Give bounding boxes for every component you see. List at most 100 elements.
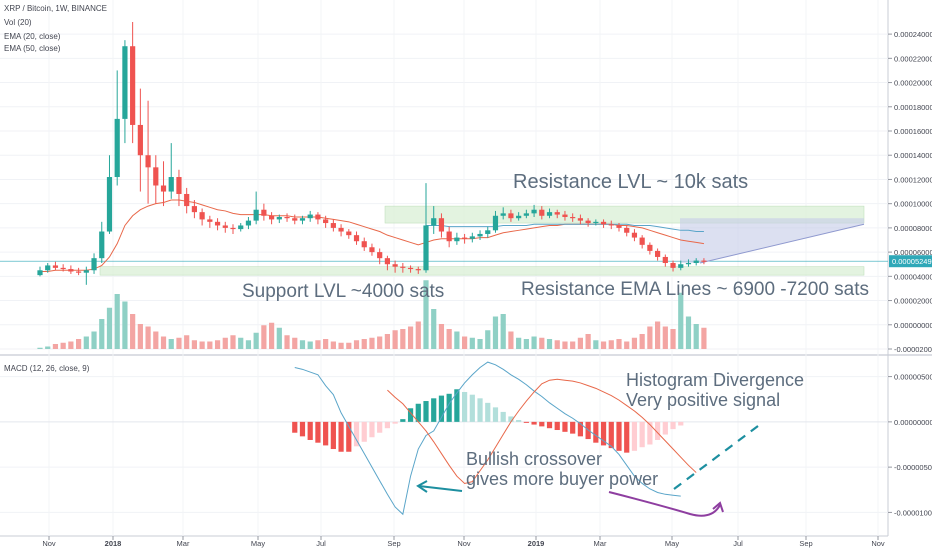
- candle-body: [508, 213, 514, 219]
- candle-body: [122, 46, 128, 119]
- candle-body: [346, 231, 352, 236]
- volume-bar: [153, 331, 159, 349]
- volume-bar: [485, 330, 491, 349]
- signal-line: [387, 378, 697, 484]
- volume-bar: [52, 344, 59, 349]
- candle-body: [415, 269, 421, 271]
- volume-bar: [423, 280, 429, 349]
- candle-body: [570, 216, 576, 219]
- volume-bar: [184, 335, 190, 349]
- candle-body: [37, 270, 43, 276]
- macd-axis-tick-label: 0.00000500: [894, 373, 932, 382]
- candle-body: [469, 236, 475, 239]
- volume-bar: [415, 321, 421, 349]
- macd-histogram-bar: [539, 421, 545, 427]
- candle-body: [423, 225, 429, 271]
- volume-bar: [678, 292, 684, 349]
- volume-bar: [261, 325, 267, 349]
- candle-body: [245, 220, 252, 226]
- time-axis-tick-label: May: [251, 539, 265, 548]
- macd-histogram-bar: [377, 421, 383, 433]
- macd-histogram-bar: [415, 403, 421, 422]
- candle-body: [670, 263, 676, 268]
- macd-histogram-bar: [639, 421, 645, 448]
- volume-bar: [462, 336, 468, 349]
- volume-bar: [307, 341, 313, 349]
- candle-body: [353, 235, 360, 242]
- volume-bar: [137, 324, 143, 349]
- volume-bar: [701, 327, 707, 349]
- candle-body: [662, 256, 668, 264]
- candle-body: [299, 218, 306, 221]
- candle-body: [577, 218, 583, 221]
- macd-histogram-bar: [608, 421, 614, 449]
- time-axis-tick-label: Mar: [177, 539, 190, 548]
- macd-histogram-bar: [353, 421, 360, 447]
- time-axis-tick-label: May: [665, 539, 679, 548]
- macd-histogram-bar: [631, 421, 638, 451]
- price-axis-tick-label: 0.00022000: [894, 54, 932, 63]
- candle-body: [477, 233, 483, 237]
- candle-body: [52, 265, 59, 268]
- candle-body: [60, 267, 66, 270]
- macd-histogram-bar: [593, 421, 599, 443]
- volume-bar: [207, 341, 213, 349]
- candle-body: [323, 219, 329, 224]
- volume-bar: [214, 340, 221, 349]
- macd-histogram-bar: [655, 421, 661, 440]
- volume-bar: [269, 322, 275, 349]
- volume-bar: [577, 337, 583, 349]
- volume-bar: [230, 335, 236, 349]
- candle-body: [207, 219, 213, 222]
- volume-bar: [585, 334, 591, 349]
- projection-trendline: [699, 223, 865, 264]
- macd-histogram-bar: [670, 421, 676, 430]
- candle-body: [230, 227, 236, 230]
- volume-bar: [477, 339, 483, 349]
- volume-bar: [431, 309, 437, 349]
- macd-histogram-bar: [678, 421, 684, 426]
- candle-body: [523, 213, 529, 216]
- volume-bar: [292, 337, 298, 349]
- volume-bar: [346, 342, 352, 349]
- candle-body: [176, 177, 182, 194]
- volume-bar: [400, 329, 406, 349]
- candle-body: [384, 258, 390, 265]
- candle-body: [492, 215, 499, 231]
- candle-body: [701, 260, 707, 262]
- macd-histogram-bar: [647, 421, 653, 445]
- volume-bar: [693, 324, 699, 349]
- divergence-arrow-head: [712, 501, 724, 513]
- candle-body: [624, 227, 630, 233]
- macd-histogram-bar: [307, 421, 313, 440]
- bullish-arrow-shaft: [418, 485, 463, 492]
- candle-body: [315, 214, 321, 220]
- volume-bar: [655, 321, 661, 349]
- volume-bar: [114, 294, 120, 349]
- volume-bar: [315, 340, 321, 349]
- volume-bar: [323, 339, 329, 349]
- time-axis-tick-label: Sep: [799, 539, 812, 548]
- volume-bar: [361, 339, 367, 349]
- candle-body: [631, 232, 638, 238]
- candle-body: [693, 260, 699, 264]
- volume-bar: [222, 337, 228, 349]
- volume-bar: [91, 331, 97, 349]
- candle-body: [531, 209, 537, 214]
- volume-bar: [145, 326, 151, 349]
- bullish-annotation-line2: gives more buyer power: [466, 469, 659, 489]
- candle-body: [392, 264, 398, 267]
- volume-bar: [299, 340, 306, 349]
- volume-bar: [539, 337, 545, 349]
- last-price-badge: [889, 255, 932, 268]
- axes: 0.00024000 0.00022000 0.00020000 0.00018000…: [42, 30, 932, 548]
- candle-body: [639, 237, 645, 245]
- macd-histogram-bar: [438, 395, 445, 422]
- price-axis-tick-label: 0.00010000: [894, 200, 932, 209]
- macd-histogram-bar: [500, 411, 506, 422]
- histogram-annotation-line2: Very positive signal: [626, 390, 781, 410]
- volume-bar: [469, 337, 475, 349]
- macd-histogram-bar: [454, 389, 460, 422]
- volume-bar: [600, 341, 607, 349]
- price-axis-tick-label: 0.00006000: [894, 248, 932, 257]
